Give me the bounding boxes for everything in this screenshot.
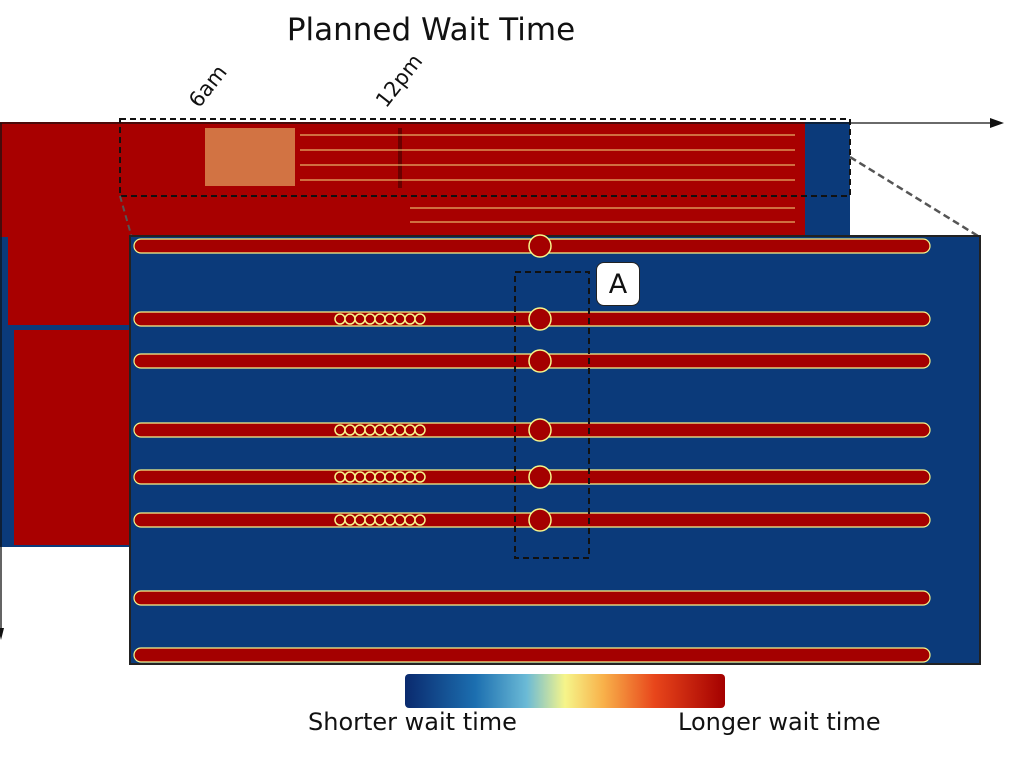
inset-row-dot [354, 313, 366, 325]
inset-row-peak [528, 418, 552, 442]
inset-row-dot [354, 424, 366, 436]
inset-row-dot [374, 514, 386, 526]
zoom-inset [129, 234, 981, 665]
inset-row-peak [528, 307, 552, 331]
colorbar [405, 674, 725, 708]
inset-row-peak [528, 508, 552, 532]
inset-row-dot [384, 424, 396, 436]
inset-row-dot [344, 514, 356, 526]
annotation-label-a: A [596, 262, 640, 306]
colorbar-low-label: Shorter wait time [308, 708, 517, 736]
inset-row-dot [404, 514, 416, 526]
inset-row-dot [344, 424, 356, 436]
inset-row-dot [414, 313, 426, 325]
inset-row-dot [394, 471, 406, 483]
inset-row-dot [404, 424, 416, 436]
overview-band [0, 122, 805, 194]
inset-row-dot [334, 313, 346, 325]
overview-mixed-region [205, 128, 295, 186]
inset-row-bar [133, 590, 931, 606]
inset-row-peak [528, 465, 552, 489]
inset-rows [133, 234, 931, 663]
overview-band [8, 235, 133, 325]
zoom-selection-box [119, 118, 851, 197]
inset-row-dot [384, 514, 396, 526]
inset-row-dot [414, 514, 426, 526]
inset-row-dot [344, 471, 356, 483]
x-axis-arrow [990, 118, 1004, 128]
inset-row-dot [374, 471, 386, 483]
inset-row-dot [414, 424, 426, 436]
inset-row-dot [374, 313, 386, 325]
inset-row-dot [344, 313, 356, 325]
inset-row-dot [384, 313, 396, 325]
inset-row-peak [528, 234, 552, 258]
inset-row-dot [364, 471, 376, 483]
inset-row-dot [394, 514, 406, 526]
overview-stripes [300, 134, 795, 223]
inset-row-dot [354, 471, 366, 483]
overview-band [14, 330, 132, 545]
zoom-connector [849, 155, 979, 238]
inset-row-peak [528, 349, 552, 373]
inset-row-dot [364, 313, 376, 325]
colorbar-high-label: Longer wait time [678, 708, 881, 736]
inset-row-dot [374, 424, 386, 436]
inset-row-dot [364, 424, 376, 436]
inset-row-dot [334, 514, 346, 526]
inset-row-dot [404, 471, 416, 483]
inset-row-dot [354, 514, 366, 526]
inset-row-bar [133, 647, 931, 663]
y-axis-arrow [0, 628, 4, 640]
inset-row-dot [414, 471, 426, 483]
inset-row-dot [394, 424, 406, 436]
overview-band [0, 192, 805, 237]
inset-row-dot [334, 471, 346, 483]
inset-row-dot [364, 514, 376, 526]
chart-title: Planned Wait Time [286, 12, 576, 48]
inset-row-dot [404, 313, 416, 325]
inset-row-dot [334, 424, 346, 436]
inset-row-dot [384, 471, 396, 483]
inset-row-dot [394, 313, 406, 325]
zoom-connector [119, 195, 133, 239]
